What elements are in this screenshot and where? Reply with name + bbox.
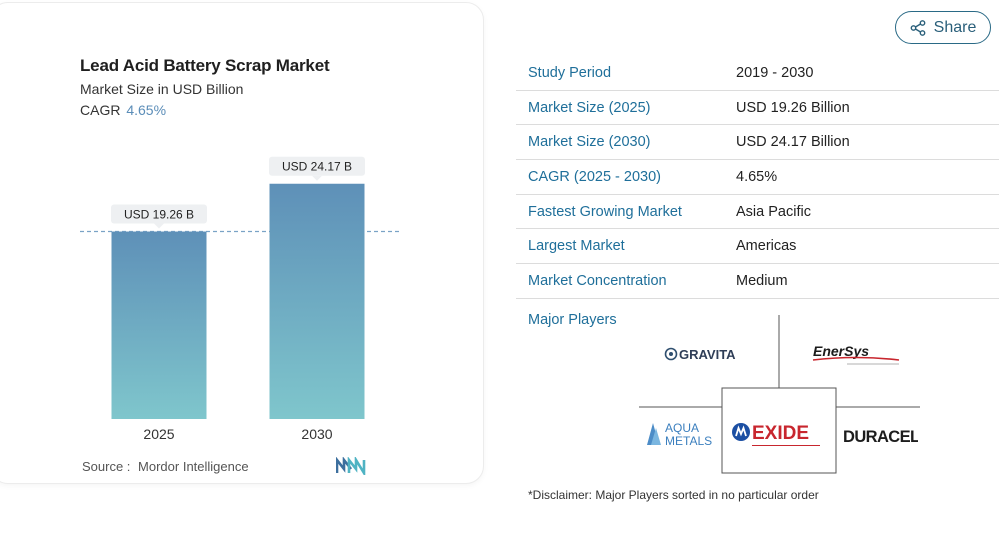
tick-label-2025: 2025: [143, 426, 174, 442]
info-row-study-period: Study Period 2019 - 2030: [516, 56, 999, 91]
info-value: Americas: [736, 238, 797, 255]
info-row-market-size-2025: Market Size (2025) USD 19.26 Billion: [516, 91, 999, 126]
info-row-largest-market: Largest Market Americas: [516, 229, 999, 265]
share-label: Share: [933, 18, 977, 36]
info-value: USD 19.26 Billion: [736, 99, 850, 116]
exide-name: EXIDE: [752, 423, 809, 444]
info-label: CAGR (2025 - 2030): [528, 168, 661, 185]
disclaimer-text: *Disclaimer: Major Players sorted in no …: [528, 488, 819, 502]
data-label-bg-2030: [269, 156, 365, 176]
chart-title: Lead Acid Battery Scrap Market: [80, 56, 330, 75]
bar-2030: [269, 183, 365, 419]
data-label-pointer-2030: [312, 175, 322, 181]
info-value: Asia Pacific: [736, 203, 811, 220]
info-label: Largest Market: [528, 238, 625, 255]
info-value: Medium: [736, 272, 788, 289]
info-label: Study Period: [528, 64, 612, 81]
enersys-name: EnerSys: [813, 343, 869, 359]
enersys-logo: EnerSys: [812, 343, 900, 365]
mordor-intelligence-logo-icon: [336, 457, 366, 475]
share-button[interactable]: Share: [895, 11, 991, 44]
chart-subtitle: Market Size in USD Billion: [80, 81, 244, 97]
cagr-line: CAGR 4.65%: [80, 102, 166, 118]
info-label: Market Size (2025): [528, 99, 651, 116]
market-chart-card: [0, 2, 484, 484]
duracell-logo: DURACELL: [843, 428, 918, 446]
source-label: Source :: [82, 459, 131, 474]
info-value: USD 24.17 Billion: [736, 134, 850, 151]
aqua-metals-name: AQUA METALS: [665, 421, 712, 448]
info-row-market-concentration: Market Concentration Medium: [516, 264, 999, 299]
info-row-market-size-2030: Market Size (2030) USD 24.17 Billion: [516, 125, 999, 161]
data-label-2030: USD 24.17 B: [282, 160, 352, 174]
source-value: Mordor Intelligence: [138, 459, 249, 474]
bar-chart: USD 19.26 B 2025 USD 24.17 B 2030: [80, 156, 400, 442]
data-label-bg-2025: [111, 204, 207, 224]
info-label: Fastest Growing Market: [528, 203, 682, 220]
data-label-pointer-2025: [154, 223, 164, 229]
tick-label-2030: 2030: [301, 426, 332, 442]
data-label-2025: USD 19.26 B: [124, 208, 194, 222]
exide-logo: EXIDE: [732, 423, 820, 448]
duracell-name: DURACELL: [843, 428, 918, 446]
cagr-label: CAGR: [80, 102, 121, 118]
aqua-metals-logo: AQUA METALS: [647, 421, 712, 448]
info-value: 4.65%: [736, 168, 778, 185]
cagr-value: 4.65%: [126, 102, 167, 118]
gravita-name: GRAVITA: [679, 347, 736, 362]
info-row-fastest-growing-market: Fastest Growing Market Asia Pacific: [516, 195, 999, 230]
bar-2025: [111, 231, 207, 419]
info-label: Market Size (2030): [528, 134, 651, 151]
gravita-logo: GRAVITA: [664, 347, 736, 362]
info-label: Market Concentration: [528, 272, 667, 289]
source-line: Source : Mordor Intelligence: [82, 459, 249, 474]
info-value: 2019 - 2030: [736, 64, 814, 81]
share-icon: [910, 19, 926, 36]
info-row-cagr: CAGR (2025 - 2030) 4.65%: [516, 160, 999, 195]
major-players-title: Major Players: [528, 312, 617, 328]
market-info-table: Study Period 2019 - 2030 Market Size (20…: [516, 56, 999, 299]
